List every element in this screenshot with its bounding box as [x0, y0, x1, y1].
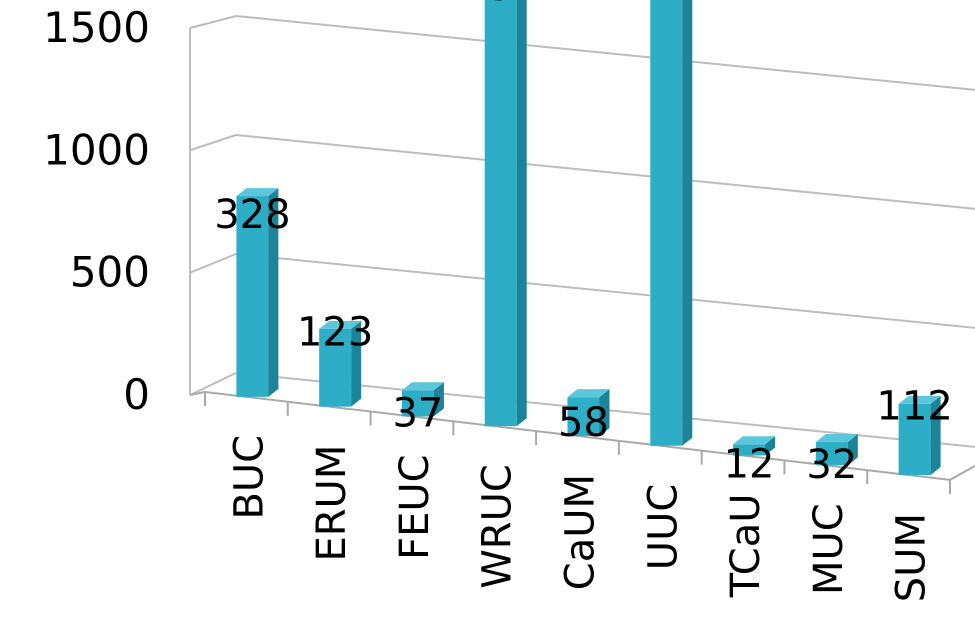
bar-UUC-side — [682, 0, 693, 446]
x-tick-label-SUM: SUM — [889, 513, 935, 602]
grid-left-1500 — [189, 15, 237, 29]
bar-ERUM-top — [319, 320, 362, 329]
bar-SUM-top — [898, 395, 941, 404]
bar-MUC-front — [815, 442, 848, 466]
bar-FEUC-front — [401, 390, 434, 417]
data-label-ERUM: 123 — [297, 310, 373, 356]
data-label-MUC: 32 — [806, 442, 857, 488]
x-tick-label-UUC: UUC — [640, 484, 686, 570]
x-axis: BUC ERUM FEUC WRUC CaUM UUC TCaU MUC SUM — [226, 435, 934, 602]
x-tick-label-CaUM: CaUM — [558, 474, 604, 590]
bar-WRUC-front — [484, 0, 517, 427]
y-tick-label: 1000 — [43, 125, 150, 174]
floor-left-edge — [189, 391, 206, 396]
x-tick-label-MUC: MUC — [806, 503, 852, 595]
gridline-1500 — [235, 15, 975, 91]
data-label-SUM: 112 — [876, 383, 952, 429]
data-label-FEUC: 37 — [392, 391, 443, 437]
x-tick-label-BUC: BUC — [226, 435, 272, 520]
y-tick-label: 1500 — [43, 3, 150, 52]
x-tick-label-WRUC: WRUC — [475, 464, 521, 589]
bar-CaUM-side — [599, 389, 610, 436]
bar-TCaU-top — [733, 436, 776, 445]
grid-left-0 — [189, 372, 237, 396]
bar-MUC-top — [815, 434, 858, 443]
y-axis: 0 500 1000 1500 — [43, 3, 191, 419]
x-tick-label-TCaU: TCaU — [723, 493, 769, 598]
bars — [236, 0, 941, 476]
gridline-1000 — [235, 134, 975, 210]
bar-TCaU-front — [733, 444, 766, 456]
bar-BUC-top — [236, 188, 279, 197]
x-tick-label-FEUC: FEUC — [392, 454, 438, 560]
y-tick-label: 500 — [70, 248, 150, 297]
bar-WRUC-side — [516, 0, 527, 427]
data-label-WRUC: 757 — [463, 0, 539, 10]
data-label-TCaU: 12 — [724, 442, 775, 488]
bar-FEUC-side — [433, 382, 444, 417]
data-label-BUC: 328 — [214, 192, 290, 238]
data-labels: 328123377575814541232112 — [214, 0, 953, 488]
bar-SUM-side — [930, 395, 941, 476]
bar-MUC-side — [847, 434, 858, 466]
data-label-CaUM: 58 — [558, 400, 609, 446]
grid-left-1000 — [189, 134, 237, 152]
bar-CaUM-top — [567, 389, 610, 398]
gridline-500 — [235, 253, 975, 329]
bar-ERUM-front — [319, 328, 352, 407]
bar-BUC-side — [268, 188, 279, 397]
bar-CaUM-front — [567, 397, 600, 436]
floor-right-edge — [949, 465, 975, 481]
bar-ERUM-side — [351, 320, 362, 407]
bar-FEUC-top — [401, 382, 444, 391]
x-tick-label-ERUM: ERUM — [309, 445, 355, 562]
bar-BUC-front — [236, 196, 269, 397]
bar-SUM-front — [898, 403, 931, 476]
y-tick-label: 0 — [123, 370, 150, 419]
bar-TCaU-side — [765, 436, 776, 456]
grid-left-500 — [189, 253, 237, 274]
bar-UUC-front — [650, 0, 683, 446]
